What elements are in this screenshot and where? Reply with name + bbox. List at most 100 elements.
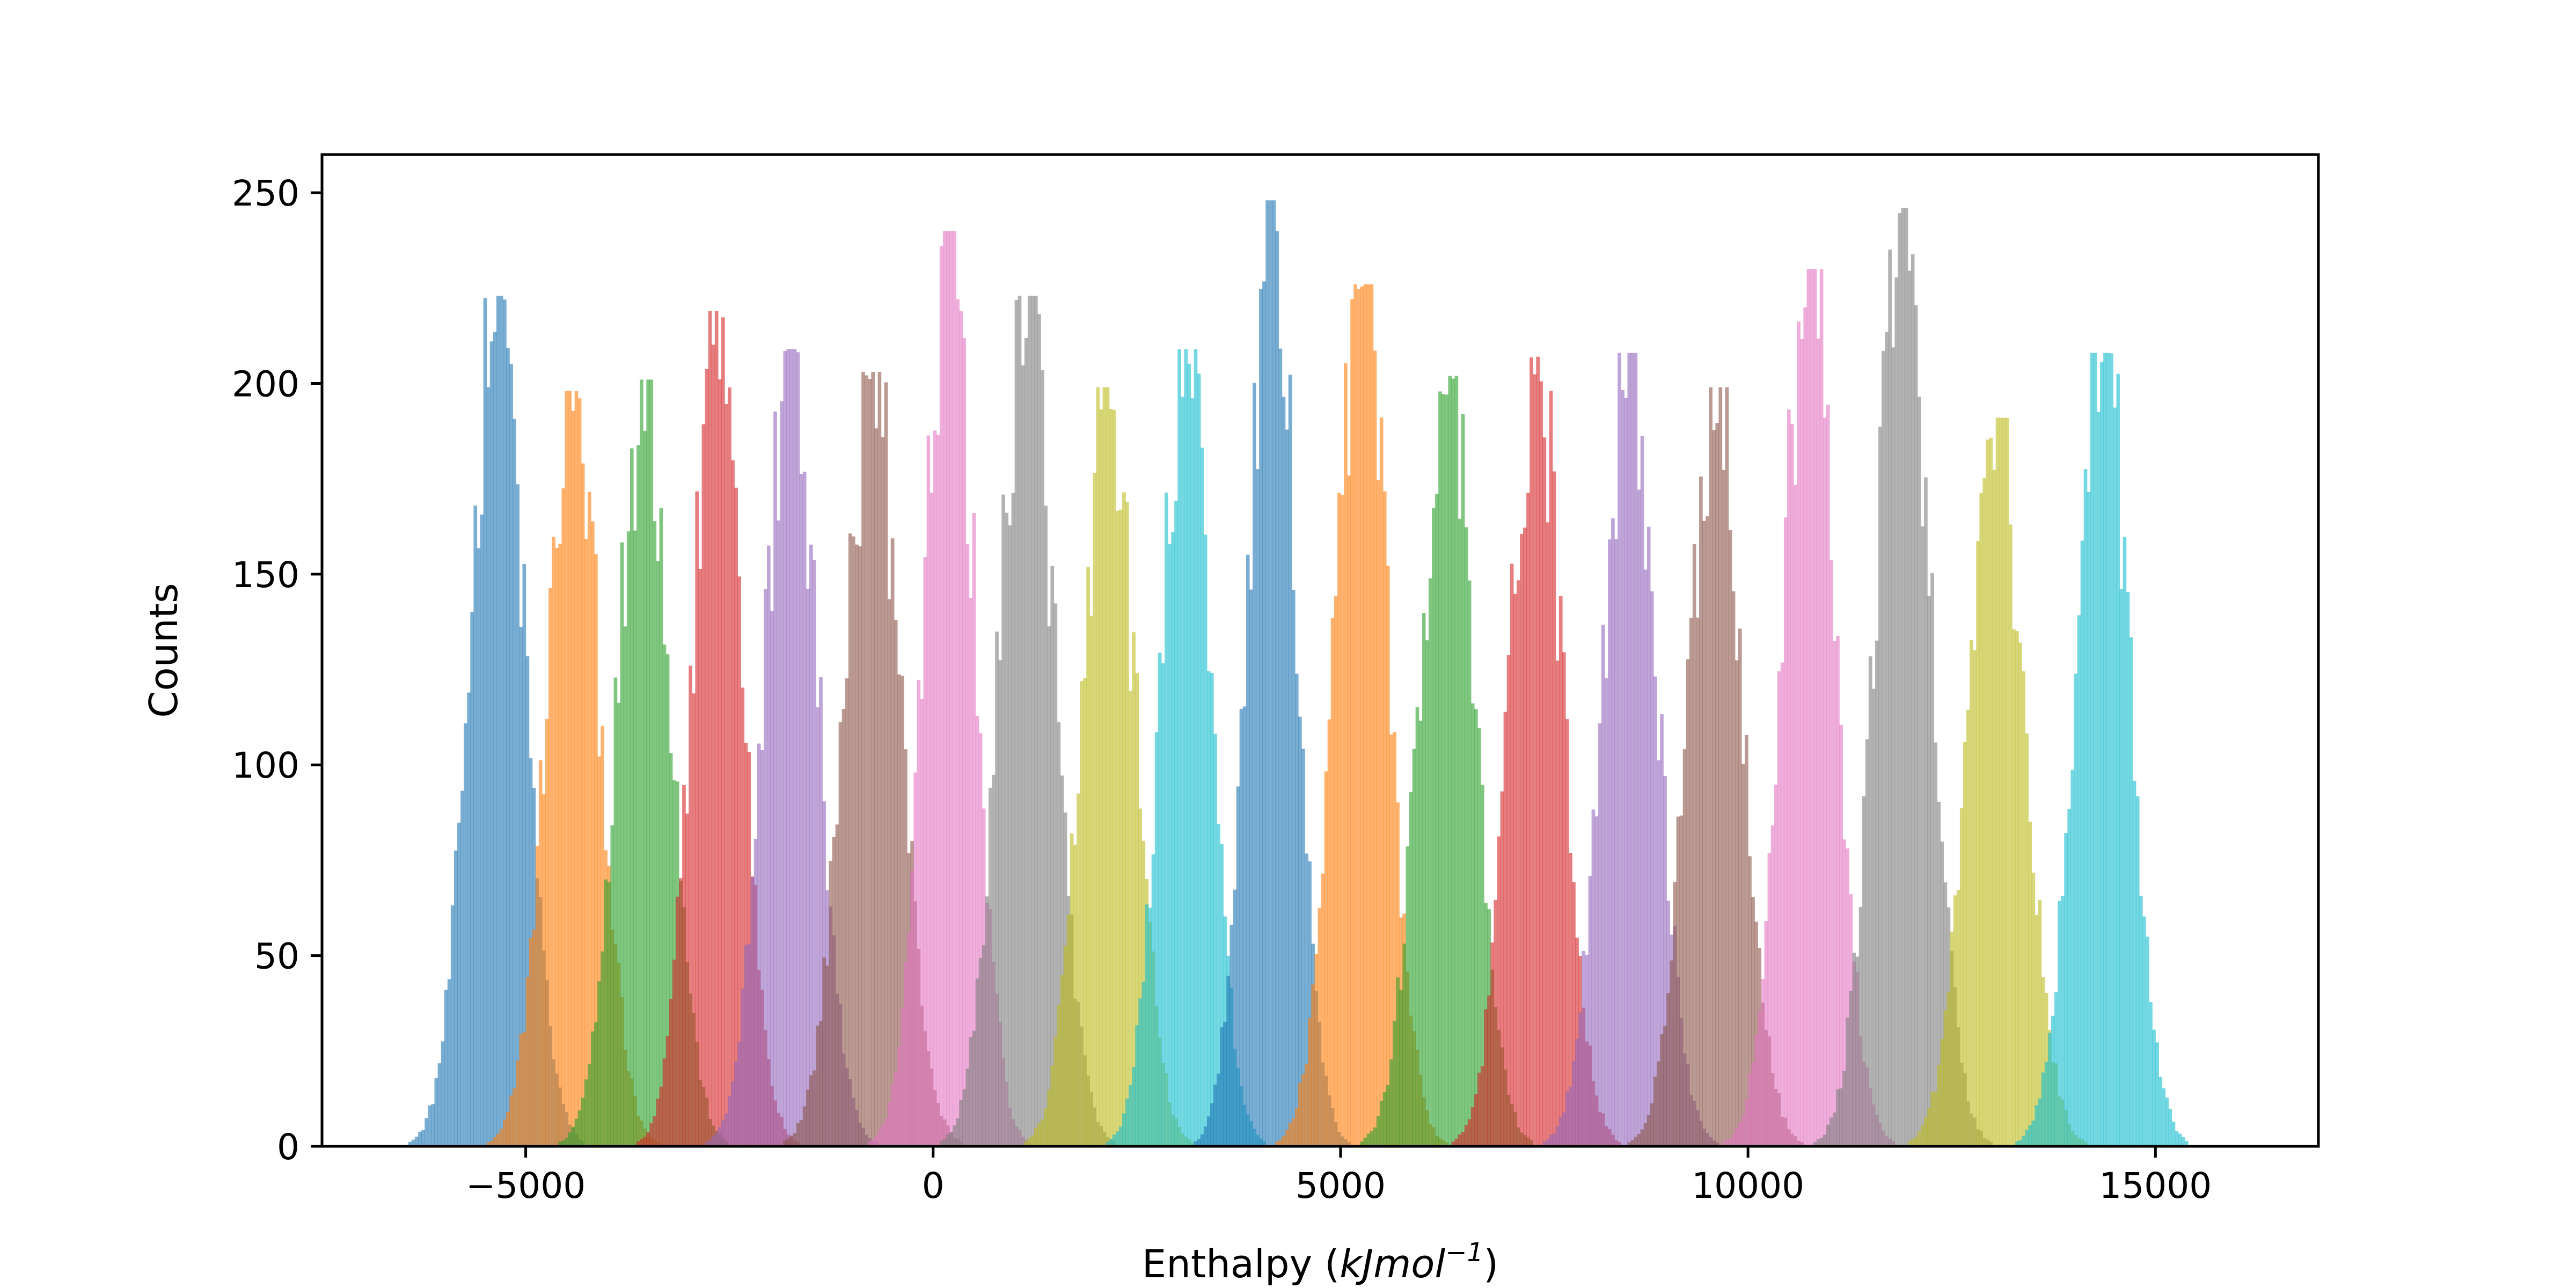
histogram-bar [2129,637,2133,1146]
histogram-bar [1829,560,1833,1146]
histogram-bar [1774,785,1778,1146]
histogram-bar [1930,1092,1934,1146]
histogram-bar [770,611,774,1146]
histogram-bar [734,487,738,1146]
histogram-bar [577,1110,582,1146]
histogram-bar [1047,626,1051,1146]
histogram-bar [1122,1113,1126,1146]
histogram-series-19 [2015,353,2189,1147]
histogram-bar [887,1101,891,1146]
histogram-bar [904,962,908,1146]
histogram-bar [861,372,865,1146]
histogram-bar [1132,632,1136,1146]
histogram-bar [1350,299,1354,1146]
histogram-bar [1588,876,1592,1146]
histogram-bar [581,463,585,1146]
histogram-bar [431,1104,435,1146]
histogram-bar [1569,853,1572,1146]
histogram-bar [959,311,963,1146]
histogram-bar [1037,1123,1041,1146]
histogram-bar [1305,1064,1308,1146]
histogram-bar [2149,1002,2153,1146]
histogram-bar [731,1081,735,1146]
histogram-bar [695,491,699,1146]
histogram-bar [1640,436,1644,1146]
histogram-bar [1842,839,1846,1146]
histogram-bar [1718,387,1723,1146]
histogram-bar [685,813,689,1146]
histogram-bar [2047,1033,2052,1146]
histogram-bar [724,1113,728,1146]
histogram-bar [1943,1010,1948,1146]
histogram-bar [500,1129,503,1146]
histogram-bar [1060,775,1064,1146]
histogram-bar [1839,724,1843,1146]
histogram-bar [975,978,979,1146]
histogram-bar [2132,780,2136,1146]
histogram-bar [1461,414,1465,1146]
histogram-bar [1409,792,1413,1146]
histogram-bar [1819,269,1824,1147]
histogram-bar [555,548,559,1147]
histogram-bar [1989,437,1993,1146]
histogram-bar [953,1125,956,1146]
histogram-bar [1337,493,1341,1146]
histogram-bar [1826,1124,1830,1146]
histogram-bar [1986,440,1990,1146]
histogram-bar [1914,305,1918,1146]
histogram-bar [1125,1098,1129,1146]
x-tick-label: 10000 [1692,1165,1804,1206]
histogram-bar [1611,518,1615,1146]
histogram-bar [1748,856,1752,1146]
histogram-bar [1709,387,1713,1146]
x-tick-label: 5000 [1296,1165,1386,1206]
histogram-bar [1330,618,1335,1146]
histogram-bar [923,557,927,1146]
histogram-bar [998,660,1002,1146]
histogram-bar [992,774,996,1146]
histogram-bar [548,588,552,1146]
histogram-bar [1630,1140,1635,1146]
histogram-bar [985,896,989,1146]
histogram-bar [1096,387,1100,1146]
histogram-bar [1438,391,1442,1146]
histogram-bar [939,1140,943,1146]
histogram-bar [845,678,849,1146]
histogram-bar [1963,742,1967,1146]
histogram-bar [1992,470,1996,1147]
histogram-bar [1481,1066,1484,1146]
histogram-bar [640,379,643,1146]
histogram-bar [1021,365,1025,1146]
histogram-bar [1194,349,1198,1146]
histogram-bar [1921,526,1924,1146]
histogram-bar [1627,1142,1631,1146]
histogram-bar [1027,295,1031,1146]
histogram-bar [796,1123,800,1146]
histogram-bar [1572,882,1576,1146]
histogram-bar [1558,1117,1563,1146]
histogram-bar [669,999,673,1146]
histogram-bar [428,1105,432,1146]
histogram-bar [1767,853,1772,1146]
histogram-bar [978,957,983,1146]
histogram-bar [1050,1065,1055,1146]
histogram-bar [1937,1065,1941,1146]
histogram-bar [477,548,481,1146]
histogram-bar [2054,992,2058,1146]
histogram-bar [1106,1141,1110,1146]
histogram-bar [1836,1089,1840,1146]
histogram-bar [1731,591,1736,1146]
histogram-bar [1370,284,1374,1147]
histogram-bar [1047,1089,1051,1146]
histogram-bar [1474,709,1478,1146]
histogram-bar [786,349,791,1146]
histogram-bar [1011,493,1015,1147]
histogram-bar [561,488,566,1146]
histogram-bar [1934,742,1937,1146]
histogram-bar [2028,822,2032,1146]
histogram-bar [724,404,728,1146]
histogram-bar [1816,1139,1820,1146]
histogram-bar [2012,629,2016,1146]
y-axis-ticks: 0 50 100 150 200 250 [232,173,322,1168]
histogram-bar [890,538,895,1146]
